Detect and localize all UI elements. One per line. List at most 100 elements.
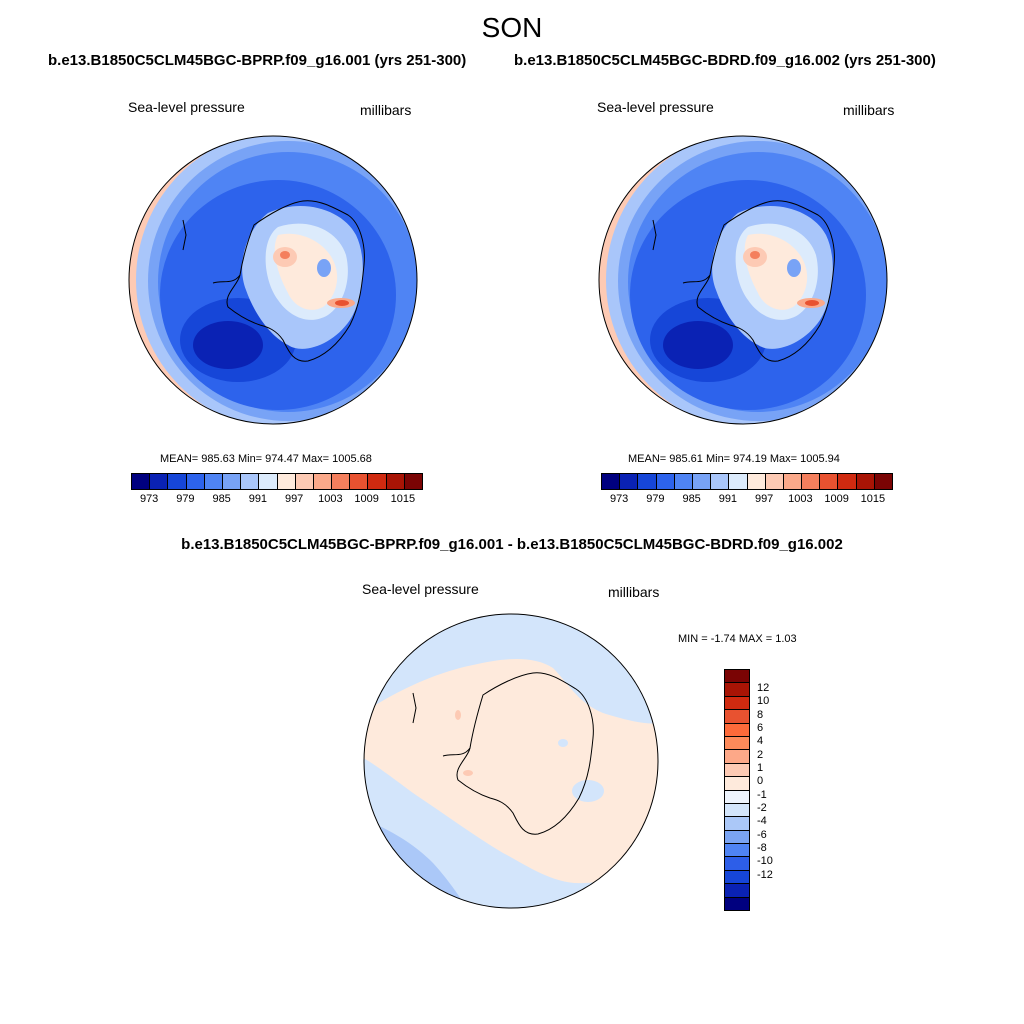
colorbar-swatch [725,750,749,764]
colorbar-tick-label: 0 [757,775,764,788]
colorbar-swatch [725,683,749,697]
colorbar-swatch [725,790,749,804]
colorbar-tick-label: -12 [757,868,773,881]
colorbar-swatch [725,710,749,724]
colorbar-swatch [725,857,749,871]
colorbar-swatch [711,474,730,489]
stats-diff: MIN = -1.74 MAX = 1.03 [678,633,797,645]
colorbar-tick-label: -10 [757,855,773,868]
colorbar-tick-label: 997 [754,493,774,505]
colorbar-swatch [725,830,749,845]
colorbar-tick-label: -1 [757,788,767,801]
polar-map-left [128,135,418,425]
colorbar-swatch [765,474,784,489]
colorbar-swatch [313,474,333,489]
colorbar-swatch [692,474,712,489]
colorbar-swatch [725,844,749,858]
map-right [598,135,888,425]
colorbar-swatch [874,474,892,489]
colorbar-tick-label: 12 [757,682,770,694]
colorbar-tick-label: 973 [139,493,159,505]
season-title: SON [481,12,543,43]
colorbar-swatch [620,474,639,489]
colorbar-swatch [241,474,260,489]
colorbar-swatch [168,474,187,489]
colorbar-tick-label: 10 [757,695,770,708]
units-label-left: millibars [360,102,412,118]
variable-label-left: Sea-level pressure [128,99,245,115]
colorbar-ticks-right: 973 979 985 991 997 1003 1009 1015 [601,493,891,507]
colorbar-swatch [132,474,151,489]
colorbar-tick-label: 1015 [860,493,886,505]
colorbar-swatch [368,474,387,489]
map-left [128,135,418,425]
colorbar-tick-label: 979 [176,493,195,505]
colorbar-swatch [638,474,657,489]
colorbar-tick-label: 985 [212,493,231,505]
colorbar-swatch [802,474,821,489]
colorbar-swatch [259,474,278,489]
colorbar-swatch [277,474,296,489]
colorbar-left [131,473,423,490]
colorbar-swatch [602,474,621,489]
colorbar-swatch [725,870,749,885]
colorbar-tick-label: 1009 [354,493,379,505]
colorbar-right [601,473,893,490]
colorbar-diff [724,669,750,911]
colorbar-swatch [838,474,857,489]
colorbar-tick-label: 1009 [824,493,849,505]
variable-label-right: Sea-level pressure [597,99,714,115]
polar-map-right [598,135,888,425]
colorbar-tick-label: -8 [757,842,767,854]
colorbar-swatch [332,474,351,489]
colorbar-tick-label: 1003 [788,493,813,505]
colorbar-swatch [725,884,749,898]
colorbar-swatch [856,474,875,489]
colorbar-swatch [725,696,749,711]
colorbar-swatch [725,723,749,737]
colorbar-tick-label: 997 [284,493,304,505]
colorbar-tick-label: 991 [718,493,738,505]
colorbar-ticks-diff: 12 10 8 6 4 2 1 0 -1 -2 -4 -6 -8 -10 -12 [757,669,797,909]
colorbar-tick-label: 8 [757,708,764,721]
polar-map-diff [363,613,659,909]
colorbar-tick-label: 1 [757,762,764,774]
units-label-right: millibars [843,102,895,118]
colorbar-tick-label: 4 [757,735,764,748]
colorbar-tick-label: 1015 [390,493,416,505]
stats-right: MEAN= 985.61 Min= 974.19 Max= 1005.94 [628,453,840,465]
colorbar-swatch [725,763,749,778]
colorbar-swatch [386,474,405,489]
colorbar-swatch [404,474,422,489]
colorbar-swatch [747,474,766,489]
stats-left: MEAN= 985.63 Min= 974.47 Max= 1005.68 [160,453,372,465]
colorbar-ticks-left: 973 979 985 991 997 1003 1009 1015 [131,493,421,507]
colorbar-swatch [729,474,748,489]
colorbar-swatch [820,474,839,489]
colorbar-tick-label: 973 [609,493,629,505]
colorbar-tick-label: 2 [757,748,764,761]
map-diff [363,613,659,909]
colorbar-swatch [725,777,749,791]
colorbar-swatch [295,474,314,489]
case-title-right: b.e13.B1850C5CLM45BGC-BDRD.f09_g16.002 (… [514,52,936,69]
colorbar-swatch [186,474,205,489]
colorbar-swatch [674,474,693,489]
colorbar-tick-label: 1003 [318,493,343,505]
colorbar-swatch [222,474,242,489]
units-label-diff: millibars [608,584,660,600]
colorbar-tick-label: 991 [248,493,268,505]
colorbar-swatch [725,670,749,684]
colorbar-swatch [656,474,675,489]
case-title-left: b.e13.B1850C5CLM45BGC-BPRP.f09_g16.001 (… [48,52,467,69]
colorbar-tick-label: -4 [757,815,767,828]
colorbar-swatch [725,803,749,818]
colorbar-swatch [204,474,223,489]
colorbar-tick-label: 979 [646,493,665,505]
difference-title: b.e13.B1850C5CLM45BGC-BPRP.f09_g16.001 -… [181,536,843,553]
colorbar-swatch [725,736,749,751]
colorbar-swatch [350,474,369,489]
colorbar-swatch [150,474,169,489]
colorbar-swatch [725,817,749,831]
colorbar-tick-label: -6 [757,828,767,841]
